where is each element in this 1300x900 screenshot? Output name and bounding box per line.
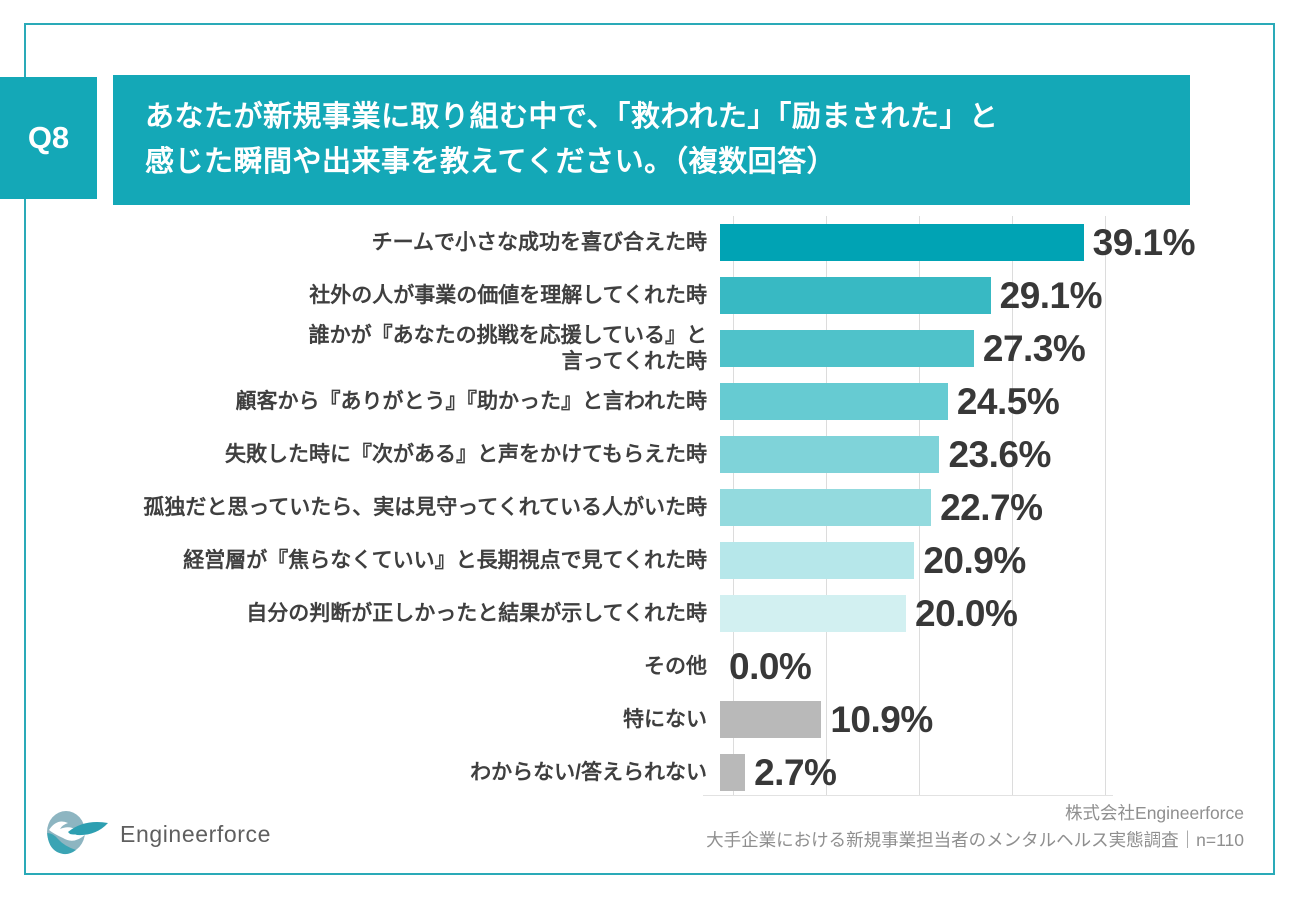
value-label: 24.5% — [956, 380, 1060, 422]
chart-row: わからない/答えられない 2.7% — [0, 746, 1300, 799]
bar — [720, 489, 932, 526]
footer-logo: Engineerforce — [44, 806, 271, 863]
gridline-30pct — [1012, 216, 1013, 795]
value-label: 0.0% — [729, 645, 812, 687]
chart-row: 特にない 10.9% — [0, 693, 1300, 746]
bar — [720, 277, 991, 314]
bar — [720, 383, 948, 420]
bar — [720, 754, 746, 791]
bar — [720, 701, 822, 738]
bar — [720, 542, 915, 579]
category-label: 特にない — [623, 707, 707, 731]
chart-row: 自分の判断が正しかったと結果が示してくれた時 20.0% — [0, 587, 1300, 640]
chart-row: その他 0.0% — [0, 640, 1300, 693]
chart-row: チームで小さな成功を喜び合えた時 39.1% — [0, 216, 1300, 269]
value-label: 29.1% — [999, 274, 1103, 316]
question-tag-label: Q8 — [27, 120, 70, 155]
value-label: 39.1% — [1092, 221, 1196, 263]
category-label: 経営層が『焦らなくていい』と長期視点で見てくれた時 — [183, 548, 707, 572]
value-label: 20.9% — [923, 539, 1026, 581]
category-label: 社外の人が事業の価値を理解してくれた時 — [309, 283, 707, 307]
chart-row: 顧客から『ありがとう』『助かった』と言われた時 24.5% — [0, 375, 1300, 428]
question-title: あなたが新規事業に取り組む中で、「救われた」「励まされた」と 感じた瞬間や出来事… — [145, 101, 999, 178]
logo-wordmark: Engineerforce — [120, 821, 271, 847]
x-axis-line — [703, 795, 1113, 796]
chart-row: 失敗した時に『次がある』と声をかけてもらえた時 23.6% — [0, 428, 1300, 481]
value-label: 23.6% — [948, 433, 1051, 475]
category-label: 顧客から『ありがとう』『助かった』と言われた時 — [235, 389, 707, 413]
bar — [720, 330, 974, 367]
source-company: 株式会社Engineerforce — [1065, 803, 1244, 823]
category-label: チームで小さな成功を喜び合えた時 — [371, 230, 707, 254]
value-label: 2.7% — [754, 751, 837, 793]
question-banner: あなたが新規事業に取り組む中で、「救われた」「励まされた」と 感じた瞬間や出来事… — [113, 75, 1190, 205]
chart-row: 誰かが『あなたの挑戦を応援している』と 言ってくれた時 27.3% — [0, 322, 1300, 375]
value-label: 20.0% — [915, 592, 1018, 634]
bar — [720, 595, 906, 632]
bar-chart: チームで小さな成功を喜び合えた時 39.1% 社外の人が事業の価値を理解してくれた時… — [0, 216, 1300, 799]
chart-row: 経営層が『焦らなくていい』と長期視点で見てくれた時 20.9% — [0, 534, 1300, 587]
category-label: その他 — [644, 654, 707, 678]
category-label: 失敗した時に『次がある』と声をかけてもらえた時 — [225, 442, 707, 466]
chart-row: 社外の人が事業の価値を理解してくれた時 29.1% — [0, 269, 1300, 322]
engineerforce-logo-icon — [44, 806, 112, 863]
value-label: 22.7% — [940, 486, 1043, 528]
bar — [720, 224, 1084, 261]
value-label: 27.3% — [982, 327, 1086, 369]
source-attribution: 株式会社Engineerforce 大手企業における新規事業担当者のメンタルヘル… — [706, 800, 1244, 854]
chart-row: 孤独だと思っていたら、実は見守ってくれている人がいた時 22.7% — [0, 481, 1300, 534]
category-label: 誰かが『あなたの挑戦を応援している』と 言ってくれた時 — [308, 324, 707, 373]
value-label: 10.9% — [830, 698, 933, 740]
question-tag-badge: Q8 — [0, 77, 97, 199]
category-label: 自分の判断が正しかったと結果が示してくれた時 — [246, 601, 707, 625]
category-label: わからない/答えられない — [470, 760, 707, 784]
category-label: 孤独だと思っていたら、実は見守ってくれている人がいた時 — [143, 495, 707, 519]
bar — [720, 436, 940, 473]
page-frame — [24, 23, 1275, 875]
gridline-40pct — [1105, 216, 1106, 795]
source-survey: 大手企業における新規事業担当者のメンタルヘルス実態調査｜n=110 — [706, 830, 1244, 851]
